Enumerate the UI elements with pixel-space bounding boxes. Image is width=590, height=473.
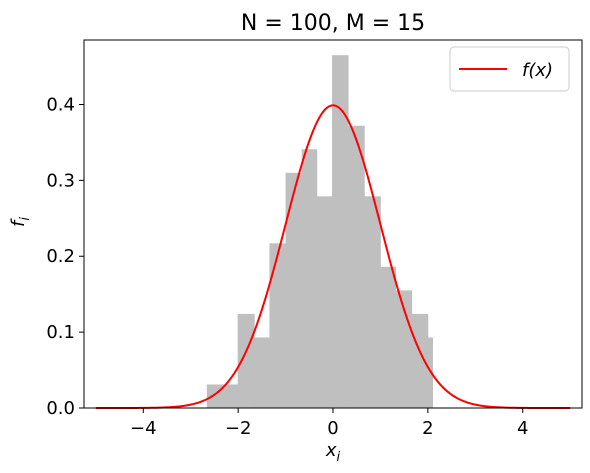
x-axis-label-base: x	[325, 440, 337, 461]
legend: f(x)	[449, 46, 570, 92]
histogram-bars	[206, 55, 433, 409]
histogram-bar-10	[348, 125, 365, 408]
y-axis-label: fi	[8, 217, 33, 227]
histogram-bar-3	[237, 313, 255, 408]
histogram-bar-14	[411, 313, 429, 408]
histogram-bar-9	[332, 55, 349, 408]
chart-title: N = 100, M = 15	[241, 11, 425, 36]
y-tick-label: 0.1	[46, 322, 75, 343]
density-curve-f-x	[95, 104, 571, 409]
density-curve-layer	[95, 104, 571, 409]
histogram-bar-7	[301, 149, 318, 409]
legend-box	[449, 46, 570, 92]
y-tick-label: 0.3	[46, 170, 75, 191]
y-axis-label-subscript: i	[18, 217, 33, 221]
x-tick-label: −4	[130, 418, 157, 439]
histogram-bar-4	[254, 337, 270, 408]
histogram-bar-12	[380, 266, 397, 408]
y-tick-label: 0.2	[46, 246, 75, 267]
histogram-bar-1	[206, 384, 224, 408]
x-axis-ticks: −4 −2 0 2 4	[130, 408, 528, 439]
y-tick-label: 0.0	[46, 398, 75, 419]
x-tick-label: 0	[327, 418, 338, 439]
x-tick-label: −2	[225, 418, 252, 439]
histogram-bar-8	[316, 196, 333, 408]
histogram-bar-11	[364, 196, 381, 408]
histogram-bar-6	[285, 172, 303, 408]
x-tick-label: 2	[422, 418, 433, 439]
x-tick-label: 4	[517, 418, 528, 439]
y-axis-label-base: f	[8, 218, 29, 227]
y-tick-label: 0.4	[46, 94, 75, 115]
x-axis-label: xi	[325, 440, 341, 465]
histogram-bar-2	[222, 384, 239, 408]
x-axis-label-subscript: i	[337, 450, 341, 465]
y-axis-ticks: 0.0 0.1 0.2 0.3 0.4	[46, 94, 84, 419]
legend-label-f-x: f(x)	[522, 60, 553, 81]
histogram-bar-5	[269, 243, 286, 408]
